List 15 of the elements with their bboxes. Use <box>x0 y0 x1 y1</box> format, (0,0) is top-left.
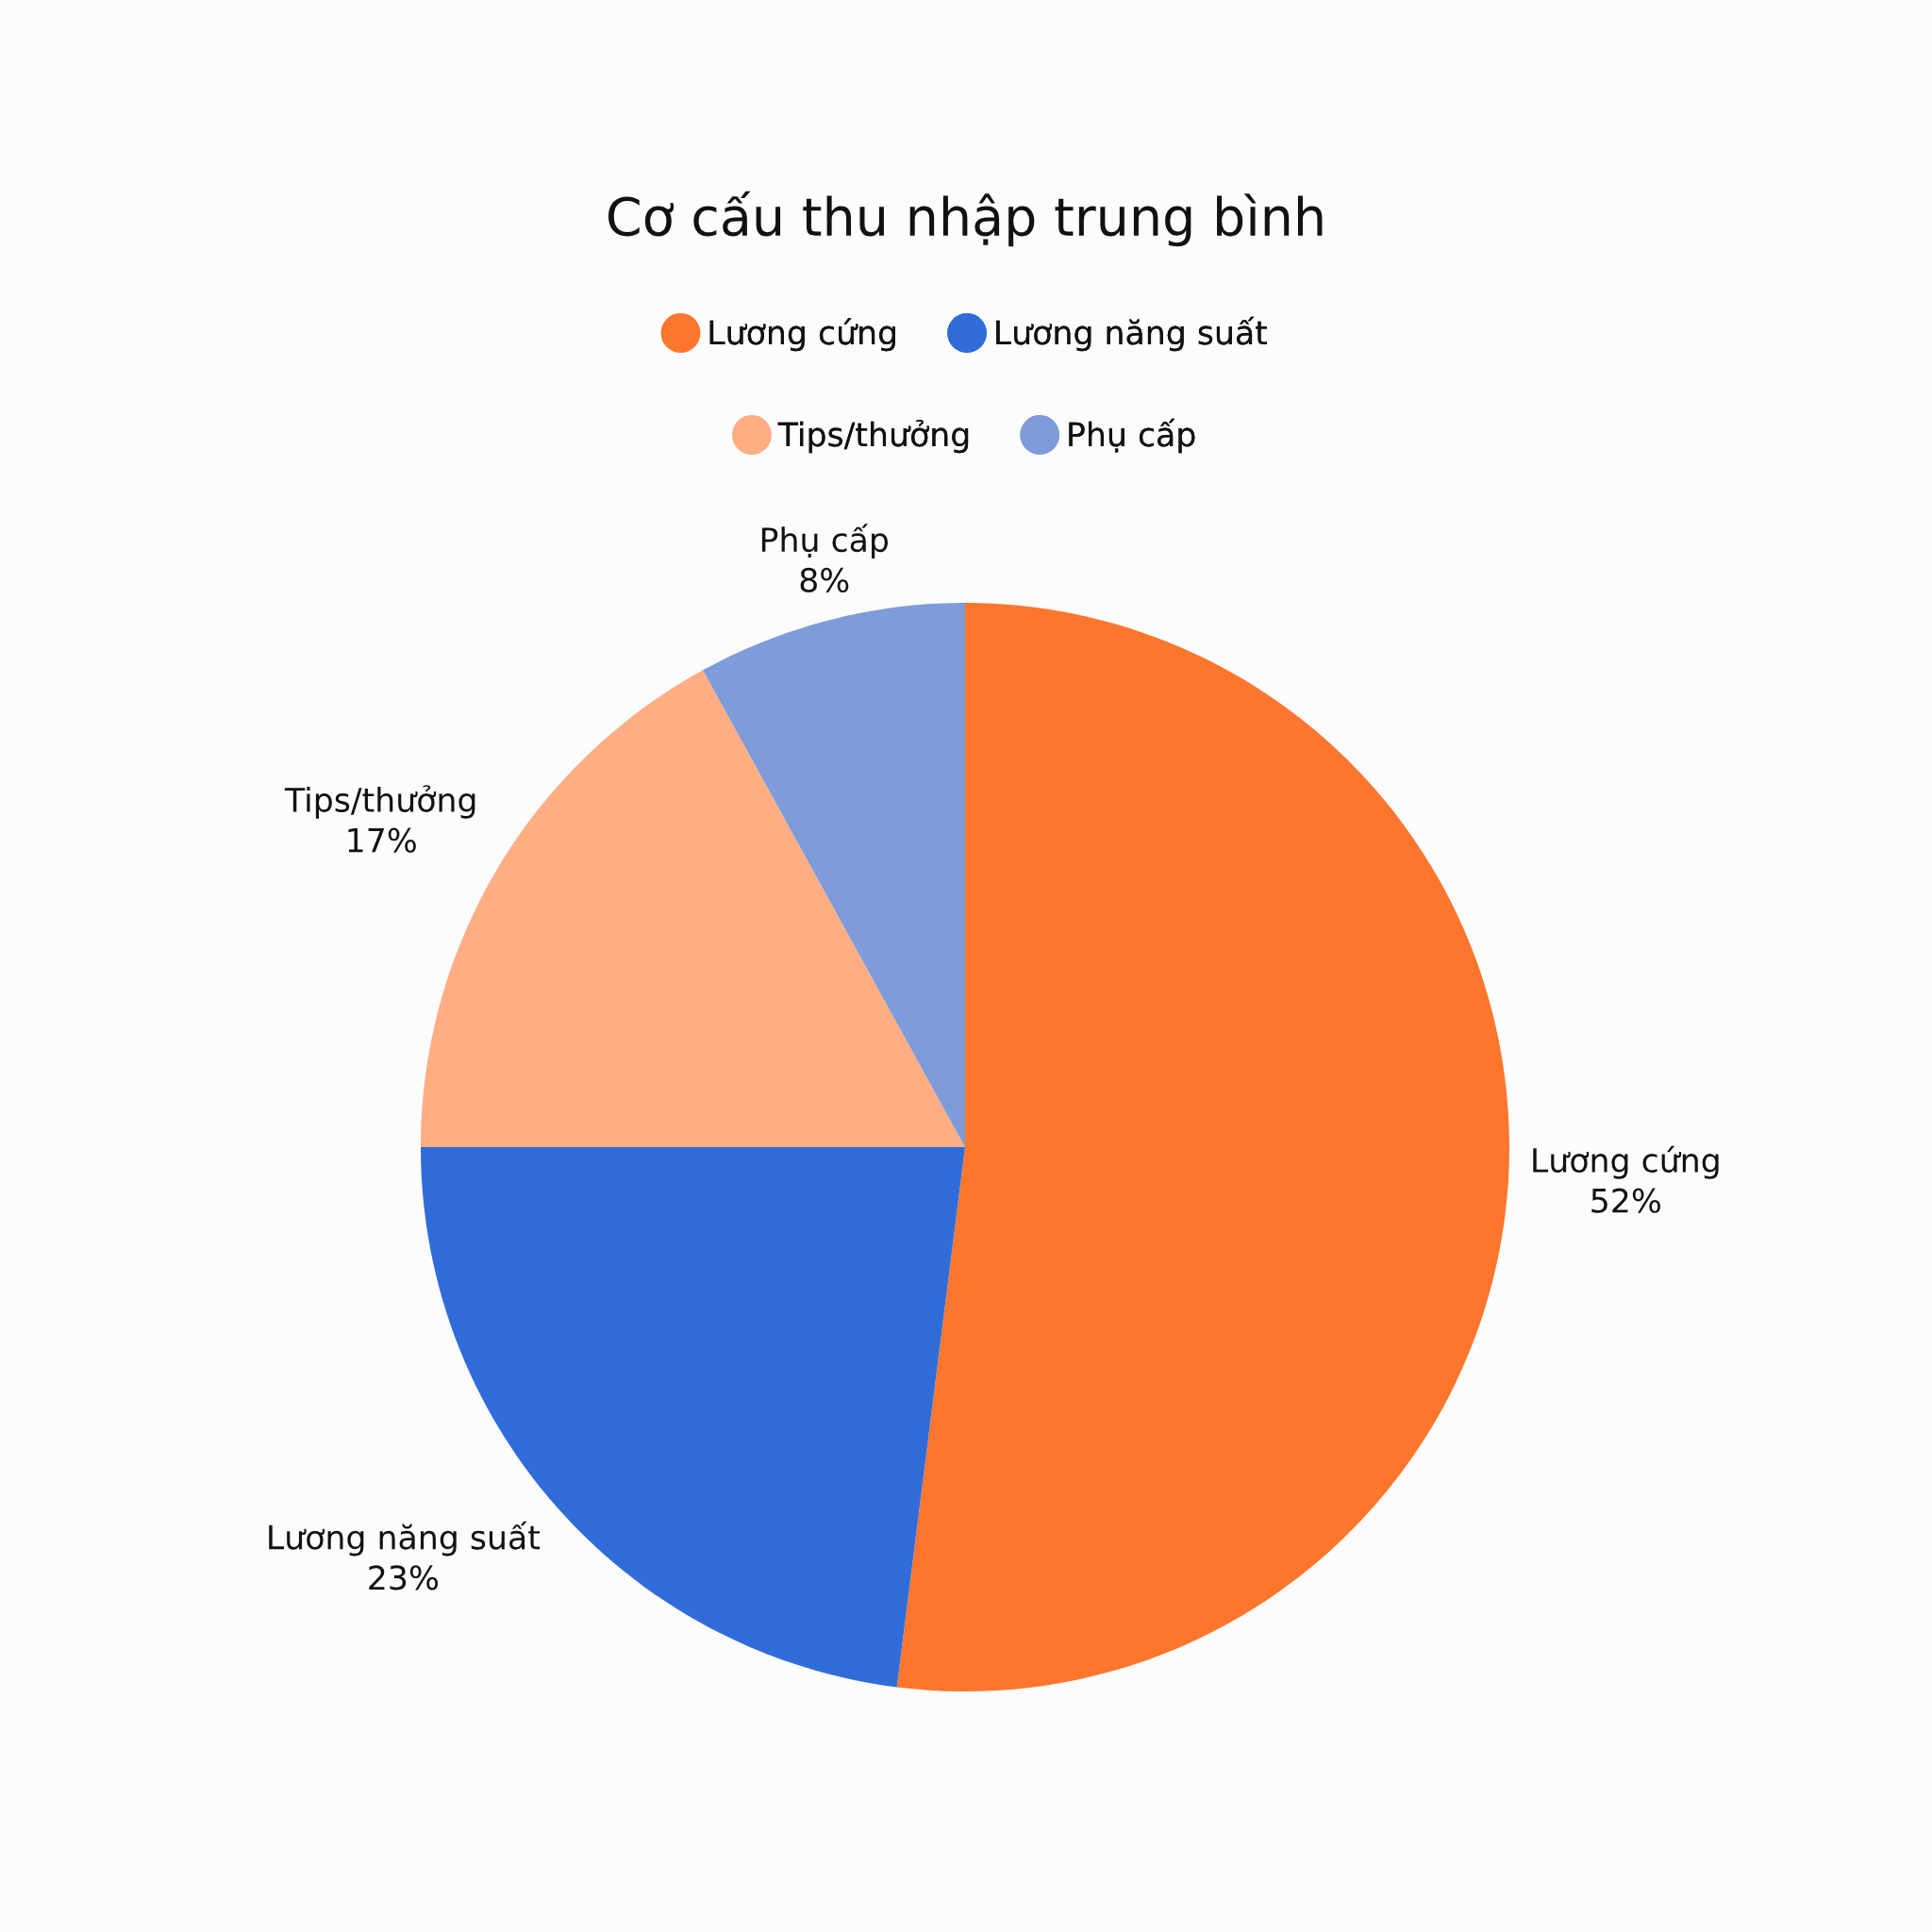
slice-label: Lương cứng <box>1533 1145 1719 1179</box>
slice-label: Phụ cấp <box>761 524 889 558</box>
legend-label: Lương năng suất <box>996 316 1268 352</box>
legend-label: Tips/thưởng <box>777 419 969 454</box>
pie-slice <box>896 603 1509 1691</box>
pie-slice <box>703 603 965 1147</box>
chart-title: Cơ cấu thu nhập trung bình <box>608 191 1323 247</box>
legend-label: Lương cứng <box>709 318 895 352</box>
data-label: 17% <box>348 827 416 853</box>
data-label: 52% <box>1591 1188 1660 1213</box>
data-label: 23% <box>369 1565 439 1591</box>
slice-label: Lương năng suất <box>269 1521 541 1557</box>
slice-label: Tips/thưởng <box>284 785 475 819</box>
data-label: 8% <box>800 567 849 593</box>
legend-label: Phụ cấp <box>1069 418 1195 454</box>
